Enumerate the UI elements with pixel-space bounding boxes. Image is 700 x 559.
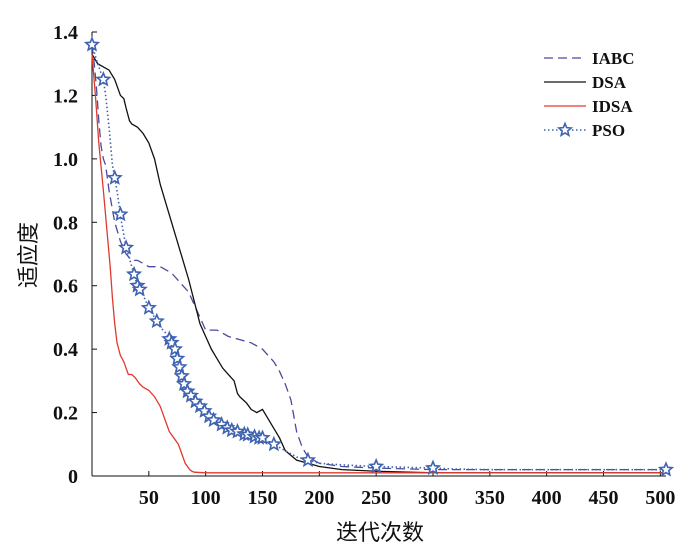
series-marker-pso <box>117 239 135 255</box>
legend-label-iabc: IABC <box>592 49 635 68</box>
series-marker-pso <box>657 461 675 477</box>
y-tick-label: 1.4 <box>53 22 78 44</box>
x-tick-label: 200 <box>304 487 334 509</box>
series-marker-pso <box>106 169 123 185</box>
y-tick-label: 0.2 <box>53 403 78 425</box>
x-tick-label: 300 <box>418 487 448 509</box>
series-marker-pso <box>171 358 188 375</box>
series-layer <box>91 44 666 474</box>
x-tick-label: 500 <box>645 487 675 509</box>
x-axis-title: 迭代次数 <box>336 521 424 546</box>
x-axis-ticks: 50 100 150 200 250 300 350 400 450 500 <box>139 471 675 509</box>
series-marker-pso <box>112 205 129 222</box>
series-marker-pso <box>265 435 283 452</box>
legend-label-pso: PSO <box>592 121 625 140</box>
series-marker-pso <box>299 451 317 468</box>
marker-layer <box>83 36 675 477</box>
plot-frame <box>91 32 666 477</box>
series-line-dsa <box>91 53 666 474</box>
x-tick-label: 350 <box>475 487 505 509</box>
y-axis-title: 适应度 <box>17 222 42 288</box>
series-line-pso <box>91 44 666 471</box>
legend-marker-pso <box>556 121 574 137</box>
y-tick-label: 1.0 <box>53 149 78 171</box>
legend: IABC DSA IDSA PSO <box>544 49 635 140</box>
series-marker-pso <box>367 457 385 474</box>
y-tick-label: 1.2 <box>53 85 78 107</box>
series-line-idsa <box>91 54 666 474</box>
y-axis-ticks: 0 0.2 0.4 0.6 0.8 1.0 1.2 1.4 <box>53 22 97 488</box>
legend-label-idsa: IDSA <box>592 97 633 116</box>
x-tick-label: 250 <box>361 487 391 509</box>
series-marker-pso <box>95 70 112 87</box>
y-tick-label: 0.8 <box>53 212 78 234</box>
series-marker-pso <box>424 459 442 476</box>
series-marker-pso <box>148 312 165 329</box>
series-marker-pso <box>140 299 157 315</box>
y-tick-label: 0 <box>68 466 78 488</box>
series-marker-pso <box>166 340 184 357</box>
y-tick-label: 0.4 <box>53 339 78 361</box>
series-marker-pso <box>131 280 148 297</box>
series-marker-pso <box>83 36 101 52</box>
x-tick-label: 400 <box>532 487 562 509</box>
legend-label-dsa: DSA <box>592 73 627 92</box>
x-tick-label: 100 <box>191 487 221 509</box>
series-marker-pso <box>254 429 271 445</box>
series-line-iabc <box>91 44 666 471</box>
x-tick-label: 150 <box>247 487 277 509</box>
x-tick-label: 450 <box>588 487 618 509</box>
x-tick-label: 50 <box>139 487 159 509</box>
series-marker-pso <box>125 265 143 282</box>
y-tick-label: 0.6 <box>53 276 78 298</box>
